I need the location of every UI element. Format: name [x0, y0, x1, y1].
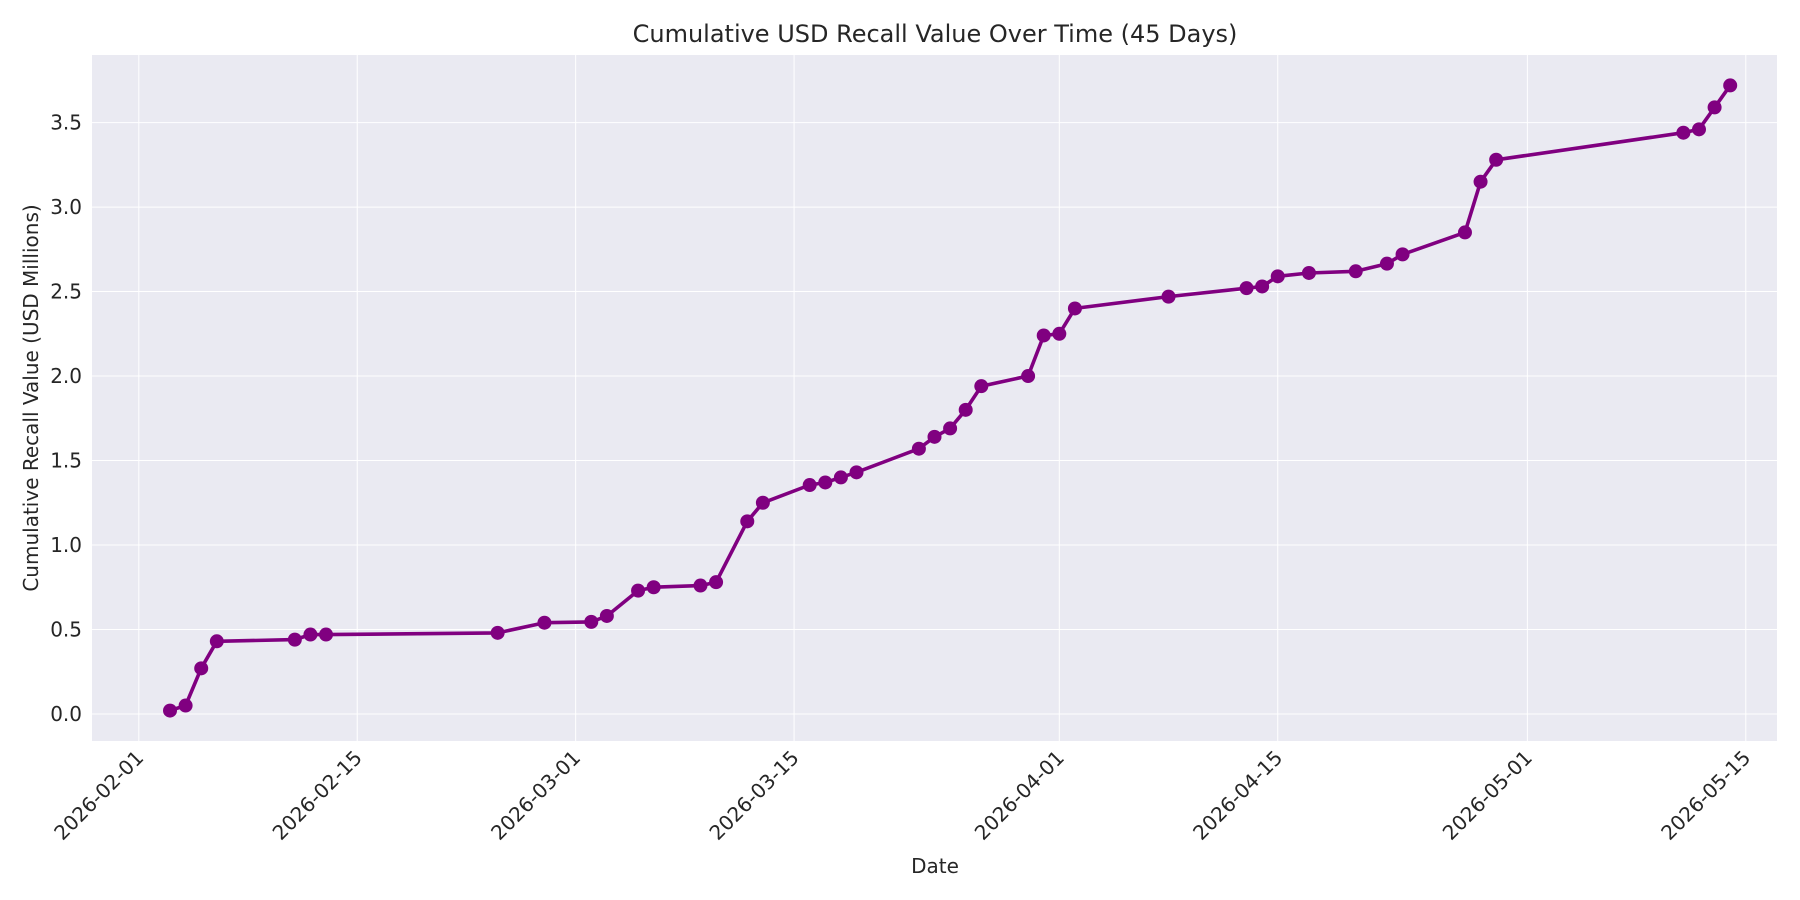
y-tick-label: 2.5 [50, 280, 82, 304]
x-tick-label: 2026-04-01 [970, 746, 1069, 845]
data-point [911, 441, 926, 456]
data-point [599, 608, 614, 623]
y-axis-label: Cumulative Recall Value (USD Millions) [19, 204, 43, 591]
y-axis: 0.0 0.5 1.0 1.5 2.0 2.5 3.0 3.5 [50, 111, 82, 726]
data-point [537, 615, 552, 630]
x-axis-label: Date [911, 854, 959, 878]
data-point [1301, 265, 1316, 280]
data-point [319, 627, 334, 642]
data-point [1052, 326, 1067, 341]
series-group [163, 78, 1738, 718]
data-point [1676, 125, 1691, 140]
data-point [646, 580, 661, 595]
data-point [849, 465, 864, 480]
data-point [1161, 289, 1176, 304]
data-point [1707, 100, 1722, 115]
data-point [209, 634, 224, 649]
data-point [1395, 247, 1410, 262]
data-point [194, 661, 209, 676]
data-point [927, 429, 942, 444]
data-point [1473, 174, 1488, 189]
data-point [1270, 269, 1285, 284]
data-point [1489, 152, 1504, 167]
data-point [631, 583, 646, 598]
data-point [1379, 256, 1394, 271]
data-point [287, 632, 302, 647]
data-point [1723, 78, 1738, 93]
y-tick-label: 2.0 [50, 364, 82, 388]
data-point [958, 402, 973, 417]
y-tick-label: 3.0 [50, 195, 82, 219]
chart-title: Cumulative USD Recall Value Over Time (4… [633, 20, 1238, 48]
data-point [833, 470, 848, 485]
x-tick-label: 2026-02-01 [49, 746, 148, 845]
x-axis: 2026-02-01 2026-02-15 2026-03-01 2026-03-15… [49, 746, 1755, 845]
y-tick-label: 1.5 [50, 449, 82, 473]
data-point [1255, 279, 1270, 294]
data-point [943, 421, 958, 436]
y-tick-label: 3.5 [50, 111, 82, 135]
y-tick-label: 0.5 [50, 617, 82, 641]
data-point [974, 379, 989, 394]
data-point [1457, 225, 1472, 240]
x-tick-label: 2026-04-15 [1188, 746, 1287, 845]
x-tick-label: 2026-03-15 [704, 746, 803, 845]
data-point [1036, 328, 1051, 343]
x-tick-label: 2026-03-01 [486, 746, 585, 845]
data-point [163, 703, 178, 718]
y-tick-label: 1.0 [50, 533, 82, 557]
plot-area [92, 55, 1777, 741]
data-point [490, 625, 505, 640]
data-point [755, 495, 770, 510]
x-tick-label: 2026-05-01 [1438, 746, 1537, 845]
grid-lines [92, 55, 1777, 741]
data-point [709, 575, 724, 590]
data-point [178, 698, 193, 713]
data-point [1239, 281, 1254, 296]
x-tick-label: 2026-05-15 [1656, 746, 1755, 845]
data-point [818, 475, 833, 490]
data-point [1021, 369, 1036, 384]
data-point [1348, 264, 1363, 279]
y-tick-label: 0.0 [50, 702, 82, 726]
data-point [584, 614, 599, 629]
data-point [802, 478, 817, 493]
data-point [303, 627, 318, 642]
data-point [693, 578, 708, 593]
x-tick-label: 2026-02-15 [268, 746, 367, 845]
data-point [1067, 301, 1082, 316]
data-point [1691, 122, 1706, 137]
data-point [740, 514, 755, 529]
